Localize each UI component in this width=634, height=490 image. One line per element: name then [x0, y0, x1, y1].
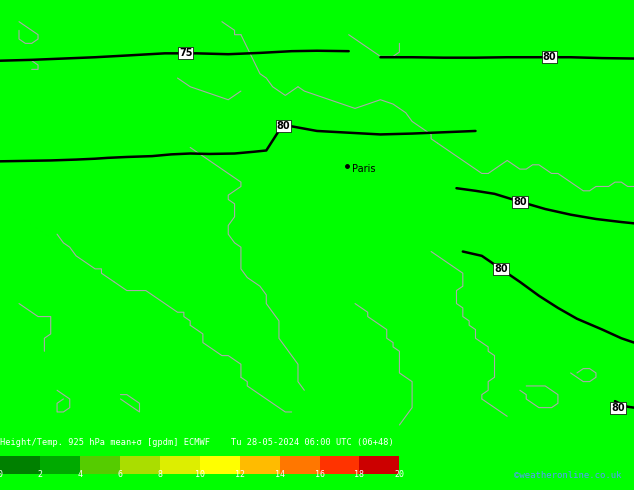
Text: 4: 4 [77, 470, 82, 479]
Text: ©weatheronline.co.uk: ©weatheronline.co.uk [514, 471, 621, 480]
Text: 80: 80 [513, 196, 527, 207]
Text: 0: 0 [0, 470, 3, 479]
Text: 18: 18 [354, 470, 365, 479]
Text: 80: 80 [611, 403, 625, 413]
Text: 8: 8 [157, 470, 162, 479]
Bar [240, 456, 280, 474]
Text: 75: 75 [179, 49, 193, 58]
Text: 6: 6 [117, 470, 122, 479]
Bar [120, 456, 160, 474]
Text: 20: 20 [394, 470, 404, 479]
Bar [200, 456, 240, 474]
Bar [320, 456, 359, 474]
Bar [280, 456, 320, 474]
Text: 12: 12 [235, 470, 245, 479]
Bar [359, 456, 399, 474]
Text: 2: 2 [37, 470, 42, 479]
Text: 14: 14 [275, 470, 285, 479]
Text: 80: 80 [276, 121, 290, 131]
Text: 80: 80 [543, 52, 557, 62]
Bar [80, 456, 120, 474]
Bar [40, 456, 80, 474]
Text: Height/Temp. 925 hPa mean+σ [gpdm] ECMWF    Tu 28-05-2024 06:00 UTC (06+48): Height/Temp. 925 hPa mean+σ [gpdm] ECMWF… [0, 438, 394, 447]
Bar [160, 456, 200, 474]
Text: 10: 10 [195, 470, 205, 479]
Bar [0, 456, 40, 474]
Text: Paris: Paris [352, 164, 375, 174]
Text: 80: 80 [494, 264, 508, 274]
Text: 16: 16 [314, 470, 325, 479]
